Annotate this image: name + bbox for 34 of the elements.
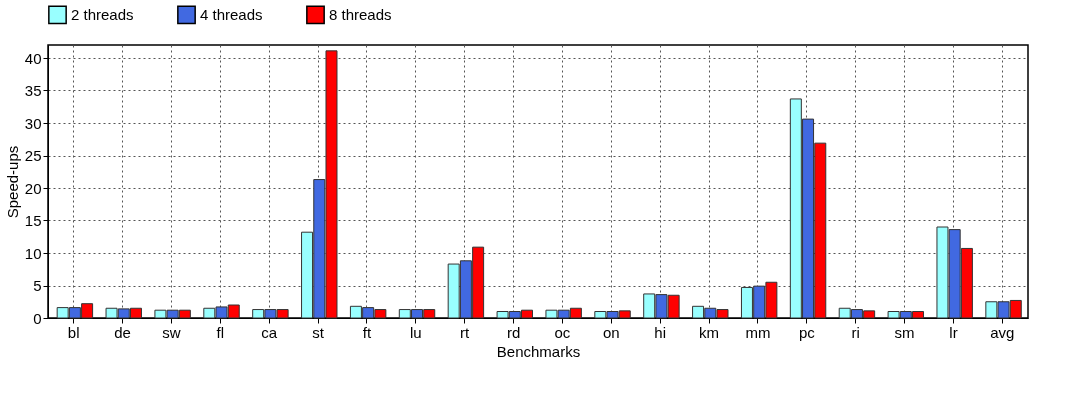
x-tick-label: lr [949,323,958,341]
x-tick-label: ca [261,323,278,341]
x-tick-label: mm [745,323,771,341]
legend-label: 2 threads [71,5,134,23]
y-tick-label: 35 [24,82,42,99]
y-tick-label: 40 [24,49,42,67]
legend-label: 4 threads [200,5,263,23]
x-tick-label: km [699,323,720,341]
x-tick-label: st [312,323,325,341]
y-tick-label: 30 [24,114,42,132]
x-tick-label: lu [409,323,422,341]
x-tick-label: rd [506,323,521,341]
y-tick-label: 25 [24,147,42,164]
x-tick-label: rt [460,323,471,341]
y-tick-label: 20 [24,179,42,197]
x-tick-label: pc [798,323,816,341]
x-tick-label: fl [216,323,225,341]
x-tick-label: oc [554,323,571,341]
y-tick-label: 0 [33,309,42,327]
x-tick-label: sw [162,323,181,341]
x-tick-label: avg [990,323,1015,341]
legend-label: 8 threads [329,5,392,23]
x-tick-label: sm [894,323,915,341]
y-tick-label: 5 [33,277,42,294]
x-tick-label: ft [362,323,372,341]
x-tick-label: de [114,323,131,341]
y-axis-title: Speed-ups [3,145,21,219]
x-tick-label: hi [654,323,667,341]
x-axis-title: Benchmarks [496,342,581,360]
y-tick-label: 10 [24,244,42,262]
x-tick-label: ri [851,323,860,341]
x-tick-label: on [602,323,620,341]
y-tick-label: 15 [24,212,42,229]
x-tick-label: bl [67,323,80,341]
